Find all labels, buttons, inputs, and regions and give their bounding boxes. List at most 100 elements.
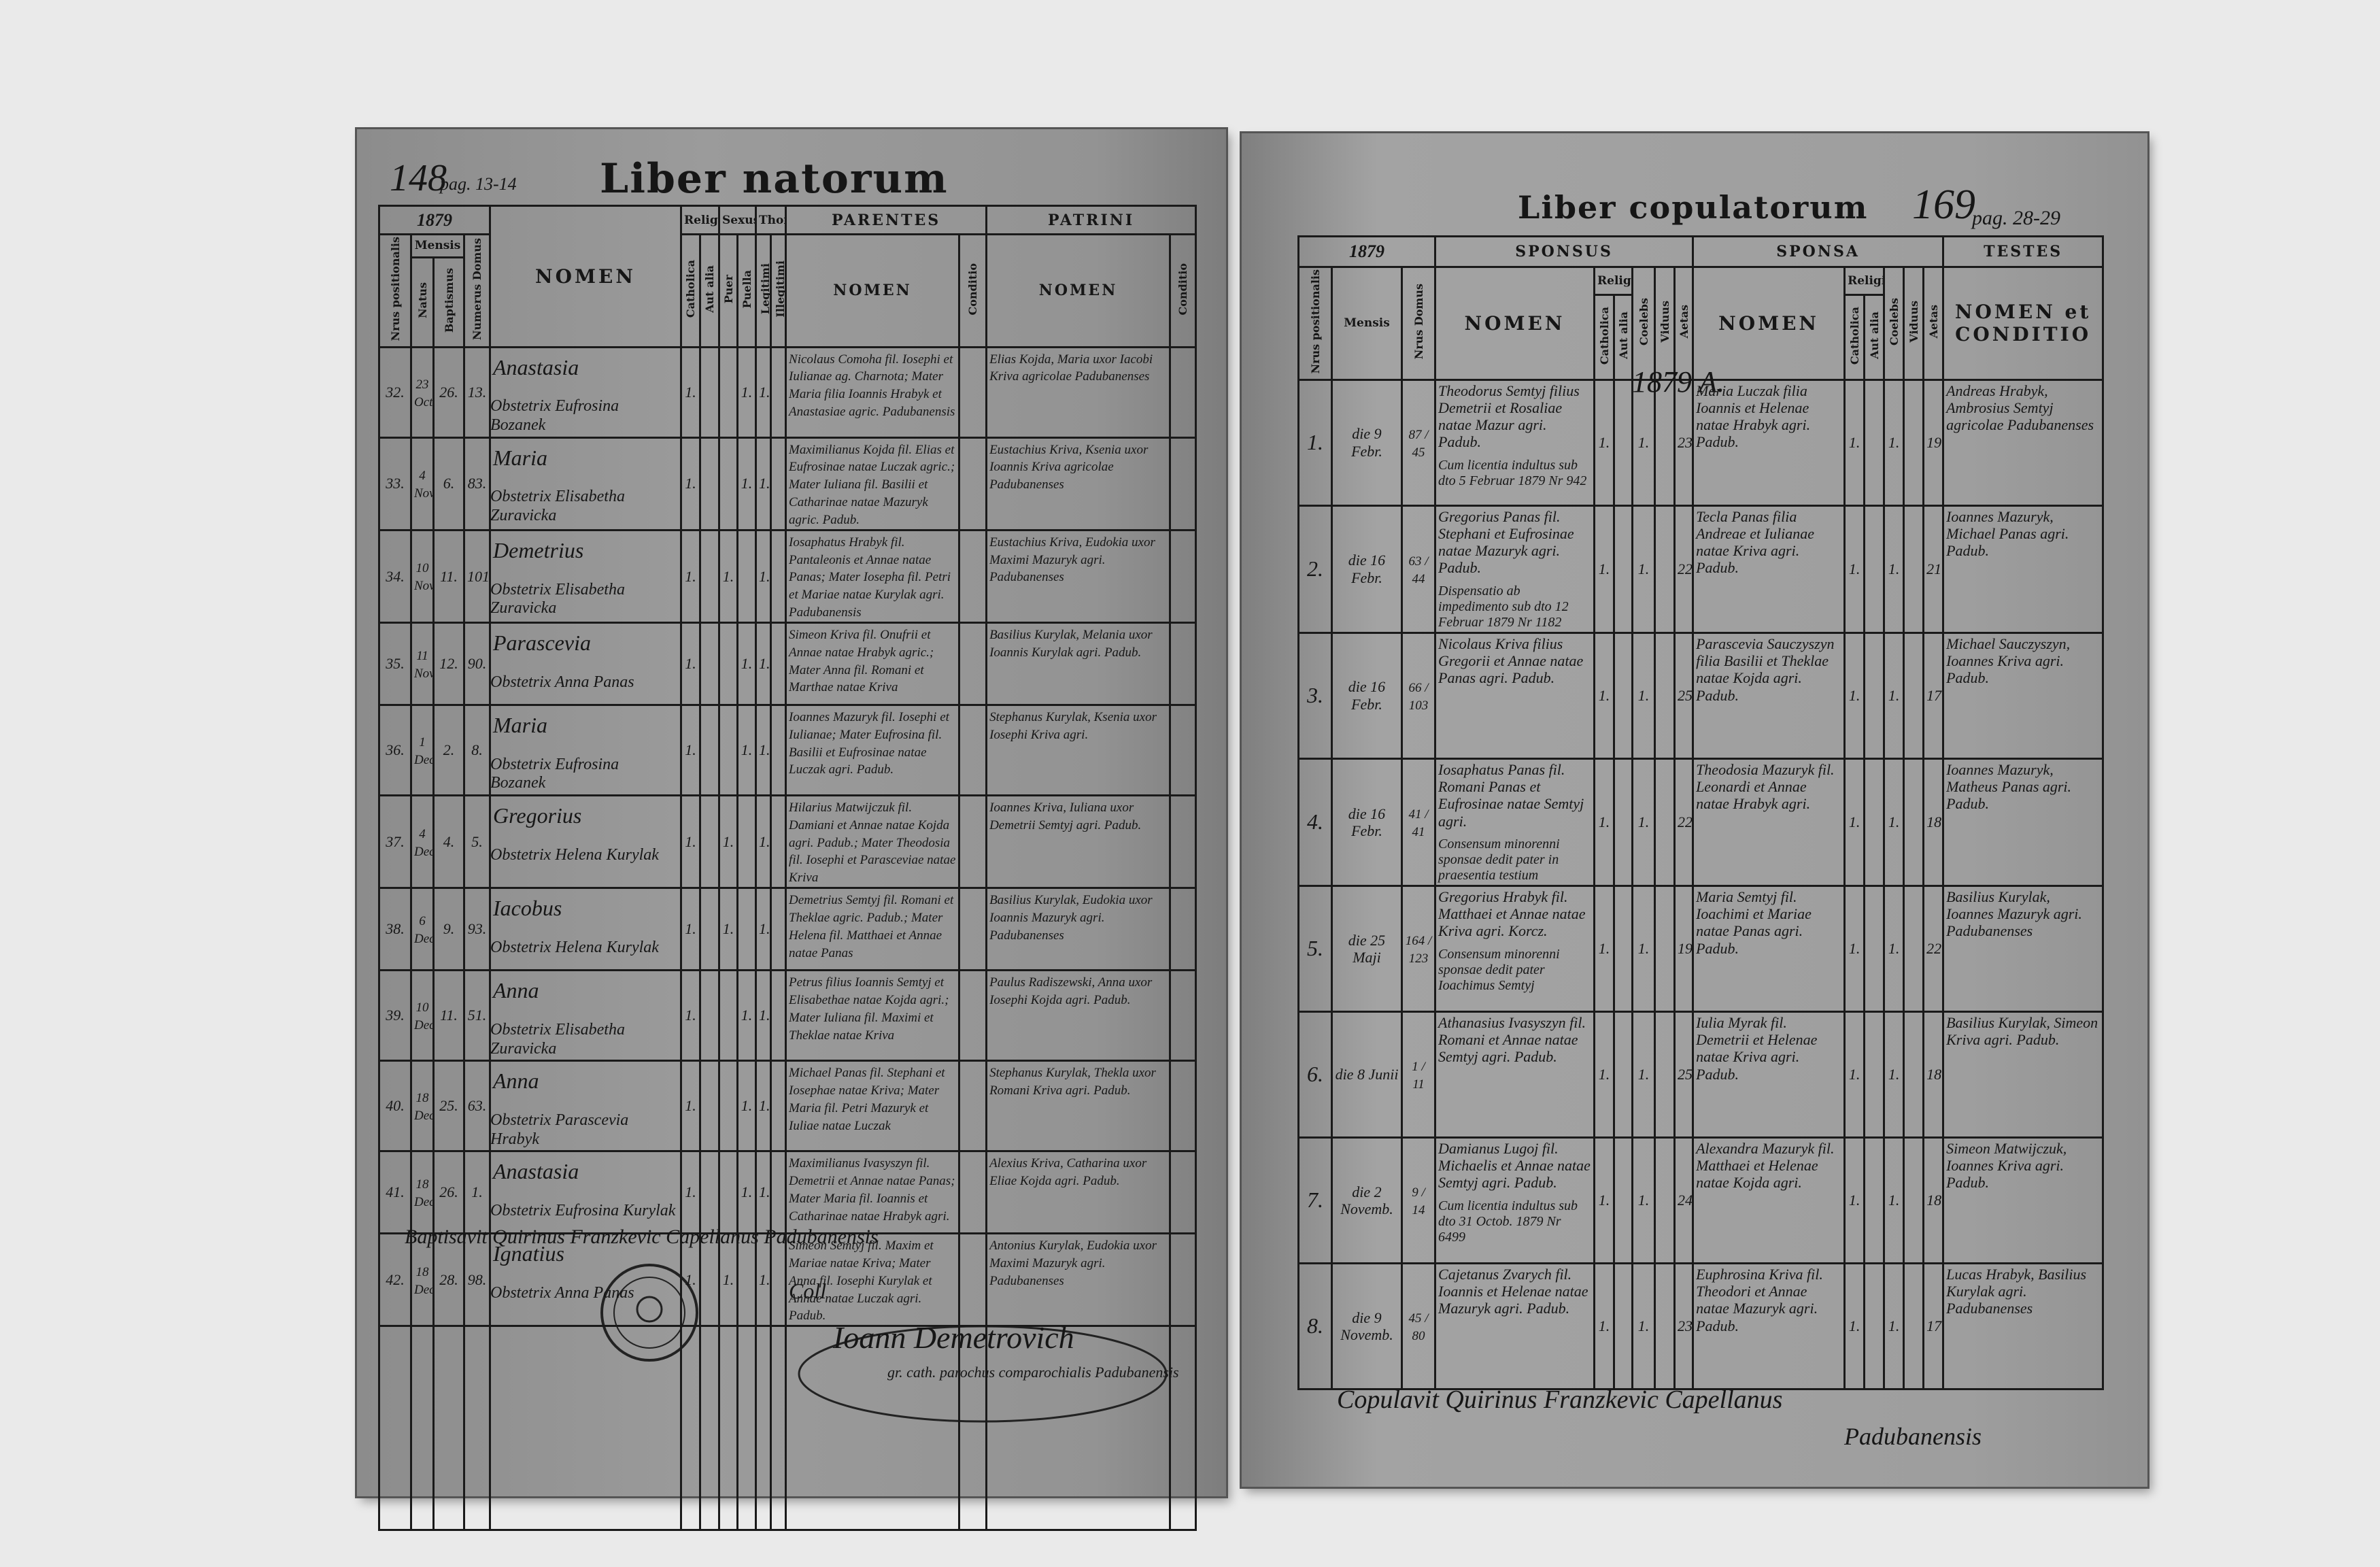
register-row: 38. 6 Decemb. 9. 93. Iacobus Obstetrix Helena… bbox=[378, 887, 1197, 972]
legitimi-cell: 1. bbox=[755, 346, 772, 439]
cell-text: Ioannes Mazuryk, Matheus Panas agri. Pad… bbox=[1946, 760, 2072, 813]
number-cell: 2. bbox=[1297, 504, 1333, 634]
mensis-header: Mensis bbox=[1331, 266, 1403, 381]
sponsus-viduus-cell bbox=[1654, 1010, 1676, 1139]
cell-text: die 8 Junii bbox=[1335, 1066, 1399, 1083]
sponsa-coelebs-cell: 1. bbox=[1883, 631, 1905, 760]
number-cell: 3. bbox=[1297, 631, 1333, 760]
cell-text: 1. bbox=[1637, 1066, 1650, 1083]
cell-text: 8. bbox=[1307, 1313, 1323, 1338]
register-row: 41. 18 Decemb. 26. 1. Anastasia Obstetrix Euf… bbox=[378, 1150, 1197, 1235]
register-row: 1. die 9 Febr. 87 / 45 Theodorus Semtyj fil… bbox=[1297, 378, 2105, 507]
blank-cell bbox=[985, 1325, 1172, 1532]
testes-cell: Ioannes Mazuryk, Michael Panas agri. Pad… bbox=[1942, 504, 2105, 634]
sponsus-aut-alia-cell bbox=[1613, 757, 1634, 887]
illegitimi-cell bbox=[770, 794, 787, 890]
cell-text: 11. bbox=[440, 1007, 458, 1024]
catholica-cell: 1. bbox=[680, 887, 701, 972]
cell-text: 21 bbox=[1926, 560, 1942, 577]
domus-cell: 41 / 41 bbox=[1400, 757, 1437, 887]
cell-text: 18 bbox=[1926, 1192, 1942, 1209]
section-label: 1879 A. bbox=[1632, 365, 1725, 399]
cell-text: Nrus Domus bbox=[1412, 284, 1425, 360]
baptisavit: Baptisavit Quirinus Franzkevic Capellanu… bbox=[405, 1226, 879, 1248]
cell-text: NOMEN bbox=[833, 282, 912, 300]
sponsus-catholica-cell: 1. bbox=[1593, 631, 1616, 760]
sponsus-cell: Damianus Lugoj fil. Michaelis et Annae n… bbox=[1434, 1136, 1596, 1264]
nrus-header: Nrus positionalis bbox=[378, 233, 412, 348]
page-title: Liber copulatorum bbox=[1518, 189, 1869, 226]
parentes-nomen-header: NOMEN bbox=[785, 233, 961, 348]
child-name: Parascevia bbox=[493, 630, 591, 655]
cell-text: 4. bbox=[443, 832, 455, 850]
cell-text: 17 bbox=[1926, 687, 1942, 705]
cell-text: 34. bbox=[386, 567, 405, 585]
cell-text: 1. bbox=[685, 741, 696, 759]
cell-text: TESTES bbox=[1984, 243, 2063, 260]
cell-text: 1. bbox=[1848, 1192, 1860, 1209]
cell-text: 90. bbox=[467, 655, 487, 673]
domus-cell: 1. bbox=[463, 1150, 491, 1235]
child-name: Iacobus bbox=[493, 896, 562, 921]
cell-text: 1. bbox=[1888, 940, 1900, 958]
sponsus-aetas-cell: 22 bbox=[1673, 504, 1695, 634]
baptismus-cell: 6. bbox=[432, 436, 465, 531]
parentes-cell: Iosaphatus Hrabyk fil. Pantaleonis et An… bbox=[785, 528, 961, 624]
cell-text: die 16 Febr. bbox=[1348, 678, 1386, 713]
register-row: 7. die 2 Novemb. 9 / 14 Damianus Lugoj fil.… bbox=[1297, 1136, 2105, 1264]
cell-text: Ioannes Mazuryk, Michael Panas agri. Pad… bbox=[1946, 507, 2069, 560]
sponsus-cell: Athanasius Ivasyszyn fil. Romani et Anna… bbox=[1434, 1010, 1596, 1139]
register-row: 3. die 16 Febr. 66 / 103 Nicolaus Kriva fil… bbox=[1297, 631, 2105, 760]
register-row: 37. 4 Decemb. 4. 5. Gregorius Obstetrix Helen… bbox=[378, 794, 1197, 890]
blank-cell bbox=[736, 1325, 758, 1532]
sponsa-cell: Parascevia Sauczyszyn filia Basilii et T… bbox=[1692, 631, 1846, 760]
cell-text: Aut alia bbox=[703, 265, 716, 313]
sponsa-cell: Theodosia Mazuryk fil. Leonardi et Annae… bbox=[1692, 757, 1846, 887]
illegitimi-cell bbox=[770, 621, 787, 706]
aut-alia-cell bbox=[698, 1150, 721, 1235]
cell-text: Michael Panas fil. Stephani et Iosephae … bbox=[789, 1066, 945, 1133]
conditio-cell bbox=[1169, 346, 1197, 439]
cell-text: 32. bbox=[386, 383, 405, 401]
sponsus-cell: Cajetanus Zvarych fil. Ioannis et Helena… bbox=[1434, 1262, 1596, 1390]
number-cell: 39. bbox=[378, 969, 412, 1062]
cell-text: 1. bbox=[722, 920, 734, 938]
viduus-header: Viduus bbox=[1654, 266, 1676, 381]
cell-text: Alexandra Mazuryk fil. Matthaei et Helen… bbox=[1696, 1139, 1835, 1192]
header-row: 1879 NOMEN Religio Sexus Thori PARENTES PATRIN… bbox=[378, 205, 1197, 348]
baptismus-cell: 12. bbox=[432, 621, 465, 706]
cell-text: 9. bbox=[443, 920, 455, 938]
cell-text: 1. bbox=[1848, 1066, 1860, 1083]
sponsus-aut-alia-cell bbox=[1613, 378, 1634, 507]
sponsa-aetas-cell: 21 bbox=[1922, 504, 1945, 634]
domus-cell: 83. bbox=[463, 436, 491, 531]
sponsa-aut-alia-cell bbox=[1863, 1010, 1886, 1139]
parentes-cell: Maximilianus Kojda fil. Elias et Eufrosi… bbox=[785, 436, 961, 531]
domus-cell: 101. bbox=[463, 528, 491, 624]
register-table: 1879 SPONSUS SPONSA TESTES Nrus positionalis… bbox=[1297, 235, 2105, 1390]
natus-cell: 10 Decemb. bbox=[410, 969, 435, 1062]
domus-header: Nrus Domus bbox=[1400, 266, 1437, 381]
testes-cell: Basilius Kurylak, Ioannes Mazuryk agri. … bbox=[1942, 884, 2105, 1013]
child-name: Anna bbox=[493, 978, 539, 1003]
legitimi-cell: 1. bbox=[755, 969, 772, 1062]
cell-text: Alexius Kriva, Catharina uxor Eliae Kojd… bbox=[989, 1156, 1147, 1188]
cell-text: 1. bbox=[1848, 560, 1860, 577]
sponsus-viduus-cell bbox=[1654, 1136, 1676, 1264]
header-row: Catholica Aut alia Catholica Aut alia bbox=[1299, 294, 2103, 381]
parentes-cell: Demetrius Semtyj fil. Romani et Theklae … bbox=[785, 887, 961, 972]
sponsa-catholica-cell: 1. bbox=[1843, 631, 1866, 760]
cell-text: 1. bbox=[741, 1183, 753, 1201]
natus-cell: 18 Decemb. bbox=[410, 1232, 435, 1328]
conditio-cell bbox=[1169, 621, 1197, 706]
blank-cell bbox=[770, 1325, 787, 1532]
conditio-cell bbox=[1169, 1150, 1197, 1235]
cell-text: 6. bbox=[443, 475, 455, 492]
mensis-cell: die 9 Febr. bbox=[1331, 378, 1403, 507]
legitimi-cell: 1. bbox=[755, 794, 772, 890]
illegitimi-cell bbox=[770, 703, 787, 796]
natus-cell: 6 Decemb. bbox=[410, 887, 435, 972]
cell-text: 1. bbox=[1598, 433, 1610, 451]
table-body: 1879 NOMEN Religio Sexus Thori PARENTES PATRIN… bbox=[378, 205, 1197, 1532]
aut-alia-cell bbox=[698, 887, 721, 972]
